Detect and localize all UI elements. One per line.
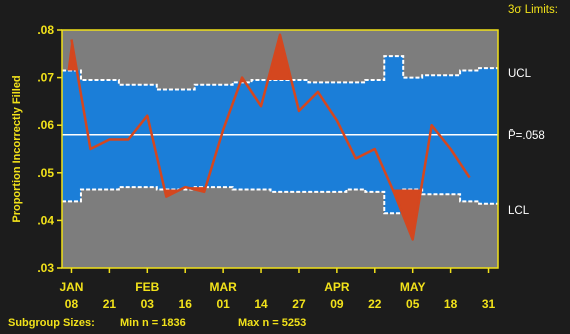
max-n-text: Max n = 5253 bbox=[238, 317, 306, 329]
x-day-label: 14 bbox=[254, 297, 268, 311]
y-tick-label: .04 bbox=[37, 213, 54, 227]
x-day-label: 16 bbox=[179, 297, 193, 311]
x-day-label: 09 bbox=[330, 297, 344, 311]
min-n-text: Min n = 1836 bbox=[120, 317, 186, 329]
subgroup-sizes-label: Subgroup Sizes: bbox=[8, 317, 95, 329]
x-month-label: JAN bbox=[59, 280, 83, 294]
y-axis-label: Proportion Incorrectly Filled bbox=[11, 75, 23, 222]
ucl-label: UCL bbox=[508, 68, 532, 80]
y-tick-label: .06 bbox=[37, 118, 54, 132]
x-day-label: 18 bbox=[444, 297, 458, 311]
lcl-line bbox=[62, 186, 498, 215]
x-day-label: 27 bbox=[292, 297, 306, 311]
x-day-label: 01 bbox=[216, 297, 230, 311]
y-tick-label: .05 bbox=[37, 166, 54, 180]
x-day-label: 03 bbox=[141, 297, 155, 311]
x-month-label: FEB bbox=[135, 280, 159, 294]
y-tick-label: .03 bbox=[37, 261, 54, 275]
plot-frame bbox=[61, 29, 499, 269]
x-day-label: 08 bbox=[65, 297, 79, 311]
x-day-label: 21 bbox=[103, 297, 117, 311]
x-day-label: 31 bbox=[482, 297, 496, 311]
center-line-label: P̄=.058 bbox=[508, 129, 545, 142]
out-of-limit-area bbox=[267, 34, 292, 80]
x-month-label: MAR bbox=[209, 280, 237, 294]
y-tick-label: .08 bbox=[37, 23, 54, 37]
ucl-line bbox=[62, 55, 498, 91]
limits-label: 3σ Limits: bbox=[508, 4, 558, 16]
x-day-label: 05 bbox=[406, 297, 420, 311]
lcl-label: LCL bbox=[508, 205, 530, 217]
y-tick-label: .07 bbox=[37, 71, 54, 85]
x-month-label: APR bbox=[324, 280, 350, 294]
x-month-label: MAY bbox=[400, 280, 426, 294]
x-day-label: 22 bbox=[368, 297, 382, 311]
proportion-series-line bbox=[70, 33, 471, 241]
